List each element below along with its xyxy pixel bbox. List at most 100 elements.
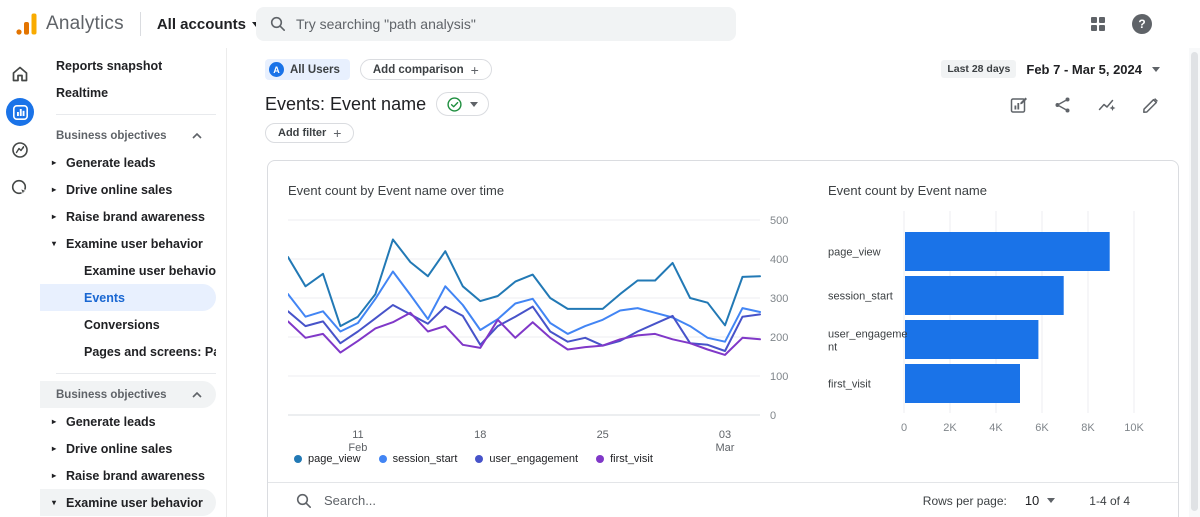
svg-text:Feb: Feb [348,442,367,454]
plus-icon: + [470,61,479,78]
share-icon[interactable] [1054,96,1072,114]
line-chart-title: Event count by Event name over time [288,183,505,198]
left-icon-rail [0,48,40,517]
home-icon[interactable] [6,60,34,88]
legend-dot [475,455,484,463]
chevron-up-icon [192,391,202,398]
chevron-down-icon [1047,498,1056,503]
table-search-input[interactable] [324,493,624,508]
sidebar-item-examine-user-behavior-1[interactable]: ▾ Examine user behavior [40,230,216,257]
legend-label: user_engagement [489,453,579,465]
add-comparison-button[interactable]: Add comparison + [359,59,492,80]
sidebar-item-events[interactable]: Events [40,284,216,311]
svg-text:0: 0 [901,422,907,434]
global-search[interactable] [256,7,736,41]
legend-dot [378,455,387,463]
chevron-up-icon [192,132,202,139]
svg-text:400: 400 [770,254,788,266]
search-icon [270,16,286,32]
legend-dot [294,455,302,463]
bar-label-session_start: session_start [828,291,893,303]
add-filter-button[interactable]: Add filter + [265,123,355,143]
search-icon [296,493,312,509]
arrow-right-icon: ▸ [51,158,56,167]
section-header-business-objectives-1[interactable]: Business objectives [40,122,216,149]
sidebar-item-conversions[interactable]: Conversions [84,317,160,332]
sidebar-item-reports-snapshot[interactable]: Reports snapshot [56,58,163,73]
rows-per-page-label: Rows per page: [922,493,1007,508]
data-quality-menu[interactable] [436,92,490,116]
bar-user_engagement [905,320,1039,359]
sidebar-item-raise-brand-awareness-2[interactable]: ▸ Raise brand awareness [40,462,216,489]
sidebar-item-examine-user-behavior-overview[interactable]: Examine user behavior ove… [84,263,216,278]
check-circle-icon [447,96,462,112]
arrow-down-icon: ▾ [51,239,56,248]
pagination-status: 1-4 of 4 [1089,493,1130,508]
sidebar-item-generate-leads-2[interactable]: ▸ Generate leads [40,408,216,435]
line-series-session_start [288,270,761,343]
divider [56,373,216,374]
bar-page_view [905,232,1110,271]
sidebar-item-pages-and-screens[interactable]: Pages and screens: Page p… [84,344,216,359]
apps-grid-icon[interactable] [1090,16,1106,32]
legend-item-page_view: page_view [294,453,361,465]
search-input[interactable] [296,16,722,32]
table-search[interactable] [296,493,923,509]
sidebar-item-drive-online-sales-1[interactable]: ▸ Drive online sales [40,176,216,203]
bar-label-page_view: page_view [828,247,881,259]
svg-text:4K: 4K [989,422,1003,434]
plus-icon: + [333,125,342,141]
edit-icon[interactable] [1142,96,1160,114]
bar-chart: 0 2K 4K 6K 8K 10K page_view session_start user_e… [828,211,1144,434]
svg-text:2K: 2K [943,422,957,434]
topbar-right: ? [1090,0,1152,48]
title-row: Events: Event name [265,92,490,116]
comparison-avatar: A [269,62,284,77]
report-actions [1010,96,1160,114]
help-icon[interactable]: ? [1132,14,1152,34]
sidebar-item-examine-user-behavior-2[interactable]: ▾ Examine user behavior [40,489,216,516]
svg-text:Mar: Mar [716,442,735,454]
sidebar-item-realtime[interactable]: Realtime [56,85,109,100]
sidebar-item-generate-leads-1[interactable]: ▸ Generate leads [40,149,216,176]
line-series-user_engagement [288,304,761,352]
bar-first_visit [905,364,1020,403]
date-range-value: Feb 7 - Mar 5, 2024 [1026,61,1142,77]
bar-chart-title: Event count by Event name [828,183,987,198]
svg-text:300: 300 [770,293,788,305]
explore-icon[interactable] [6,136,34,164]
brand[interactable]: Analytics [14,12,124,36]
account-selector[interactable]: All accounts [156,15,261,33]
date-range-selector[interactable]: Last 28 days Feb 7 - Mar 5, 2024 [941,60,1160,78]
page-title: Events: Event name [265,93,427,114]
comparison-row: A All Users Add comparison + [265,59,492,80]
svg-text:11: 11 [352,429,363,441]
report-main: A All Users Add comparison + Last 28 day… [227,48,1200,517]
section-header-business-objectives-2[interactable]: Business objectives [40,381,216,408]
scrollbar-thumb[interactable] [1191,52,1198,511]
sidebar-item-drive-online-sales-2[interactable]: ▸ Drive online sales [40,435,216,462]
rows-per-page-select[interactable]: 10 [1025,493,1056,508]
arrow-down-icon: ▾ [51,498,56,507]
pagination-controls: Rows per page: 10 1-4 of 4 [923,493,1150,508]
insights-icon[interactable] [1098,96,1116,114]
arrow-right-icon: ▸ [51,471,56,480]
events-report-card: Event count by Event name over time Even… [267,160,1179,517]
all-users-comparison-chip[interactable]: A All Users [265,59,350,80]
arrow-right-icon: ▸ [51,444,56,453]
customize-report-icon[interactable] [1010,96,1028,114]
legend-dot [596,455,605,463]
reports-icon[interactable] [6,98,34,126]
svg-text:18: 18 [474,429,486,441]
line-series-first_visit [288,311,761,356]
account-selector-label: All accounts [156,15,247,33]
svg-text:0: 0 [770,410,776,422]
svg-text:8K: 8K [1081,422,1095,434]
svg-text:10K: 10K [1124,422,1144,434]
legend-item-user_engagement: user_engagement [475,453,578,465]
advertising-icon[interactable] [6,174,34,202]
sidebar-item-raise-brand-awareness-1[interactable]: ▸ Raise brand awareness [40,203,216,230]
page-scrollbar[interactable] [1189,48,1200,517]
arrow-right-icon: ▸ [51,212,56,221]
